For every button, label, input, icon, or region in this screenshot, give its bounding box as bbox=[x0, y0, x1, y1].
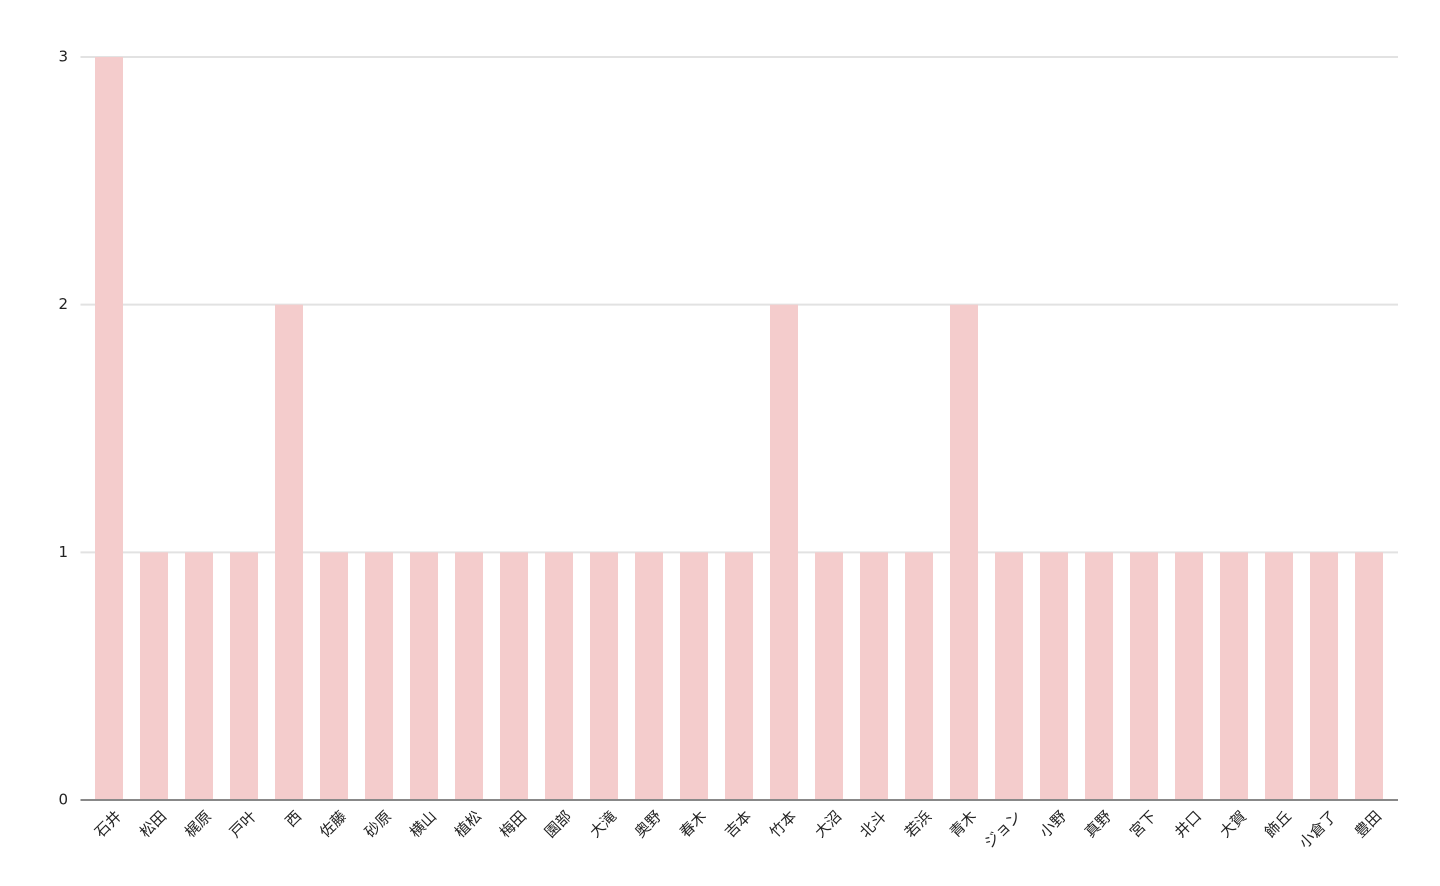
x-tick-label: 大滝 bbox=[586, 807, 620, 841]
x-tick-label: 飾丘 bbox=[1261, 807, 1295, 841]
x-tick-label: 大賀 bbox=[1216, 807, 1250, 841]
y-tick-label: 0 bbox=[58, 791, 68, 809]
bar bbox=[545, 552, 573, 800]
bar bbox=[680, 552, 708, 800]
x-tick-label: 植松 bbox=[451, 807, 485, 841]
bar bbox=[500, 552, 528, 800]
x-tick-label: 吉本 bbox=[721, 807, 755, 841]
bar bbox=[455, 552, 483, 800]
bar bbox=[995, 552, 1023, 800]
bar bbox=[1130, 552, 1158, 800]
bar bbox=[635, 552, 663, 800]
x-tick-label: 大沼 bbox=[811, 807, 845, 841]
x-tick-label: 佐藤 bbox=[316, 807, 350, 841]
bar bbox=[950, 304, 978, 800]
bar bbox=[410, 552, 438, 800]
bar bbox=[320, 552, 348, 800]
bar bbox=[905, 552, 933, 800]
bar bbox=[1175, 552, 1203, 800]
x-tick-label: 西 bbox=[282, 807, 305, 830]
bar bbox=[365, 552, 393, 800]
bar bbox=[275, 304, 303, 800]
x-tick-label: 横山 bbox=[406, 807, 440, 841]
y-tick-label: 2 bbox=[58, 295, 68, 313]
x-tick-label: 梶原 bbox=[181, 807, 215, 841]
x-tick-label: 豊田 bbox=[1351, 807, 1385, 841]
x-tick-label: ジョン bbox=[980, 807, 1025, 852]
bar bbox=[860, 552, 888, 800]
x-tick-label: 井口 bbox=[1171, 807, 1205, 841]
y-tick-label: 3 bbox=[58, 48, 68, 66]
x-tick-label: 奥野 bbox=[631, 807, 665, 841]
x-tick-label: 若浜 bbox=[901, 807, 935, 841]
x-tick-label: 青木 bbox=[946, 807, 980, 841]
bar bbox=[1265, 552, 1293, 800]
bar bbox=[1355, 552, 1383, 800]
x-tick-label: 戸叶 bbox=[226, 807, 260, 841]
bar bbox=[1085, 552, 1113, 800]
bar bbox=[725, 552, 753, 800]
x-tick-label: 竹本 bbox=[766, 807, 800, 841]
bar bbox=[1040, 552, 1068, 800]
bar bbox=[815, 552, 843, 800]
bar bbox=[770, 304, 798, 800]
x-tick-label: 松田 bbox=[136, 807, 170, 841]
x-tick-label: 真野 bbox=[1081, 807, 1115, 841]
x-tick-label: 小倉了 bbox=[1295, 807, 1340, 852]
y-tick-label: 1 bbox=[58, 543, 68, 561]
x-tick-label: 小野 bbox=[1036, 807, 1070, 841]
x-tick-label: 梅田 bbox=[496, 807, 530, 841]
bar bbox=[1310, 552, 1338, 800]
bar bbox=[230, 552, 258, 800]
bar bbox=[185, 552, 213, 800]
x-tick-label: 石井 bbox=[91, 807, 125, 841]
x-tick-label: 園部 bbox=[541, 807, 575, 841]
bar bbox=[140, 552, 168, 800]
x-tick-label: 北斗 bbox=[856, 807, 890, 841]
bar bbox=[95, 57, 123, 800]
x-tick-label: 宮下 bbox=[1126, 807, 1160, 841]
bar bbox=[590, 552, 618, 800]
bar bbox=[1220, 552, 1248, 800]
x-tick-label: 砂原 bbox=[361, 807, 395, 841]
x-tick-label: 春木 bbox=[676, 807, 710, 841]
